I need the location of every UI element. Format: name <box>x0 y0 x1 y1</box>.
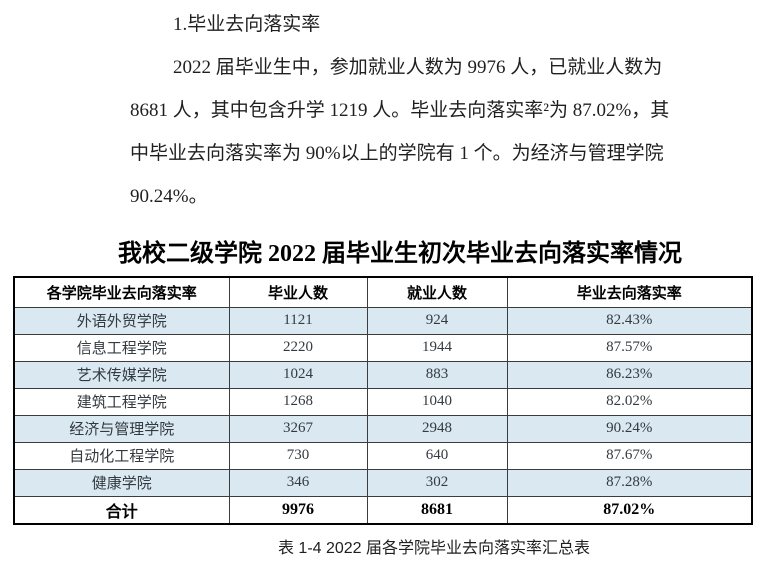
graduates-cell: 2220 <box>228 333 368 362</box>
table-caption: 表 1-4 2022 届各学院毕业去向落实率汇总表 <box>277 540 591 557</box>
employed-cell: 640 <box>366 441 508 470</box>
college-cell: 信息工程学院 <box>13 333 230 362</box>
employment-rate-table: 各学院毕业去向落实率 毕业人数 就业人数 毕业去向落实率 外语外贸学院 1121… <box>13 276 753 525</box>
col-header-graduates: 毕业人数 <box>228 276 368 308</box>
paragraph-line-3: 中毕业去向落实率为 90%以上的学院有 1 个。为经济与管理学院 <box>130 143 664 164</box>
college-cell: 自动化工程学院 <box>13 441 230 470</box>
employed-cell: 924 <box>366 306 508 335</box>
rate-cell: 86.23% <box>506 360 753 389</box>
rate-cell: 87.57% <box>506 333 753 362</box>
graduates-cell: 1268 <box>228 387 368 416</box>
employed-cell: 883 <box>366 360 508 389</box>
rate-cell: 82.43% <box>506 306 753 335</box>
rate-cell: 87.28% <box>506 468 753 497</box>
college-cell: 经济与管理学院 <box>13 414 230 443</box>
graduates-cell: 1121 <box>228 306 368 335</box>
total-employed-cell: 8681 <box>366 495 508 525</box>
table-row: 自动化工程学院 730 640 87.67% <box>13 441 753 470</box>
graduates-cell: 346 <box>228 468 368 497</box>
table-header-row: 各学院毕业去向落实率 毕业人数 就业人数 毕业去向落实率 <box>13 276 753 308</box>
total-graduates-cell: 9976 <box>228 495 368 525</box>
paragraph-line-2: 8681 人，其中包含升学 1219 人。毕业去向落实率²为 87.02%，其 <box>130 100 670 121</box>
graduates-cell: 3267 <box>228 414 368 443</box>
graduates-cell: 1024 <box>228 360 368 389</box>
college-cell: 健康学院 <box>13 468 230 497</box>
rate-cell: 87.67% <box>506 441 753 470</box>
rate-cell: 90.24% <box>506 414 753 443</box>
paragraph-line-4: 90.24%。 <box>130 186 208 207</box>
table-total-row: 合计 9976 8681 87.02% <box>13 495 753 525</box>
college-cell: 艺术传媒学院 <box>13 360 230 389</box>
table-title: 我校二级学院 2022 届毕业生初次毕业去向落实率情况 <box>118 241 682 267</box>
col-header-employed: 就业人数 <box>366 276 508 308</box>
rate-cell: 82.02% <box>506 387 753 416</box>
college-cell: 建筑工程学院 <box>13 387 230 416</box>
employed-cell: 302 <box>366 468 508 497</box>
employed-cell: 1040 <box>366 387 508 416</box>
employed-cell: 2948 <box>366 414 508 443</box>
total-label-cell: 合计 <box>13 495 230 525</box>
table-row: 外语外贸学院 1121 924 82.43% <box>13 306 753 335</box>
total-rate-cell: 87.02% <box>506 495 753 525</box>
table-row: 艺术传媒学院 1024 883 86.23% <box>13 360 753 389</box>
table-row: 健康学院 346 302 87.28% <box>13 468 753 497</box>
col-header-rate: 毕业去向落实率 <box>506 276 753 308</box>
graduates-cell: 730 <box>228 441 368 470</box>
table-row: 信息工程学院 2220 1944 87.57% <box>13 333 753 362</box>
employed-cell: 1944 <box>366 333 508 362</box>
col-header-college: 各学院毕业去向落实率 <box>13 276 230 308</box>
section-heading: 1.毕业去向落实率 <box>173 14 321 35</box>
college-cell: 外语外贸学院 <box>13 306 230 335</box>
table-row: 经济与管理学院 3267 2948 90.24% <box>13 414 753 443</box>
table-row: 建筑工程学院 1268 1040 82.02% <box>13 387 753 416</box>
paragraph-line-1: 2022 届毕业生中，参加就业人数为 9976 人，已就业人数为 <box>173 57 663 78</box>
